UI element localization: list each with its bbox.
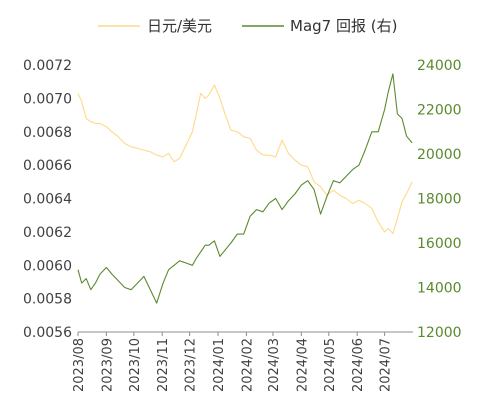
y-right-tick-label: 20000: [417, 147, 462, 163]
legend-label-jpy: 日元/美元: [147, 17, 212, 35]
series-layer: [77, 73, 413, 304]
series-line-mag7: [77, 73, 413, 304]
y-right-tick-label: 14000: [417, 281, 462, 297]
y-left-tick-label: 0.0066: [23, 158, 72, 174]
x-tick-label: 2023/12: [184, 338, 199, 392]
y-right-tick-label: 22000: [417, 103, 462, 119]
x-tick-label: 2024/03: [267, 338, 282, 392]
y-left-tick-label: 0.0056: [23, 325, 72, 341]
y-right-tick-label: 18000: [417, 192, 462, 208]
y-left-tick-label: 0.0060: [23, 258, 72, 274]
x-tick-label: 2023/08: [72, 338, 87, 392]
x-tick-label: 2024/07: [379, 338, 394, 392]
x-axis: 2023/08 2023/09 2023/10 2023/11 2023/12 2024/…: [72, 332, 394, 392]
y-left-tick-label: 0.0072: [23, 58, 72, 74]
series-line-jpy-usd: [77, 84, 413, 235]
y-right-tick-label: 16000: [417, 236, 462, 252]
right-axis: 12000 14000 16000 18000 20000 22000 24000: [417, 58, 462, 341]
x-tick-label: 2024/04: [295, 338, 310, 392]
y-right-tick-label: 12000: [417, 325, 462, 341]
x-tick-label: 2023/11: [156, 338, 171, 392]
y-left-tick-label: 0.0070: [23, 91, 72, 107]
y-left-tick-label: 0.0064: [23, 192, 72, 208]
y-left-tick-label: 0.0068: [23, 125, 72, 141]
left-axis: 0.0056 0.0058 0.0060 0.0062 0.0064 0.0066 0.00…: [23, 58, 72, 341]
x-tick-label: 2024/02: [240, 338, 255, 392]
x-tick-label: 2023/10: [128, 338, 143, 392]
y-right-tick-label: 24000: [417, 58, 462, 74]
x-tick-label: 2024/05: [323, 338, 338, 392]
x-tick-label: 2024/06: [351, 338, 366, 392]
legend: 日元/美元 Mag7 回报 (右): [98, 17, 397, 35]
y-left-tick-label: 0.0058: [23, 292, 72, 308]
y-left-tick-label: 0.0062: [23, 225, 72, 241]
legend-label-mag7: Mag7 回报 (右): [290, 17, 397, 35]
x-tick-label: 2024/01: [212, 338, 227, 392]
x-tick-label: 2023/09: [100, 338, 115, 392]
